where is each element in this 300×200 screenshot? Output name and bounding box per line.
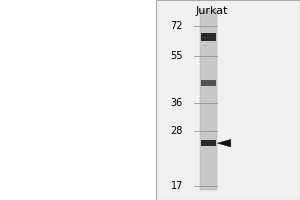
- Text: 28: 28: [171, 126, 183, 136]
- Polygon shape: [217, 139, 231, 147]
- Text: 72: 72: [170, 21, 183, 31]
- Text: Jurkat: Jurkat: [195, 6, 228, 16]
- Bar: [201, 33, 216, 41]
- Bar: [201, 140, 216, 146]
- Bar: [156, 0, 300, 200]
- Text: 17: 17: [171, 181, 183, 191]
- Bar: [200, 10, 217, 190]
- Text: 55: 55: [170, 51, 183, 61]
- Text: 36: 36: [171, 98, 183, 108]
- Bar: [201, 80, 216, 86]
